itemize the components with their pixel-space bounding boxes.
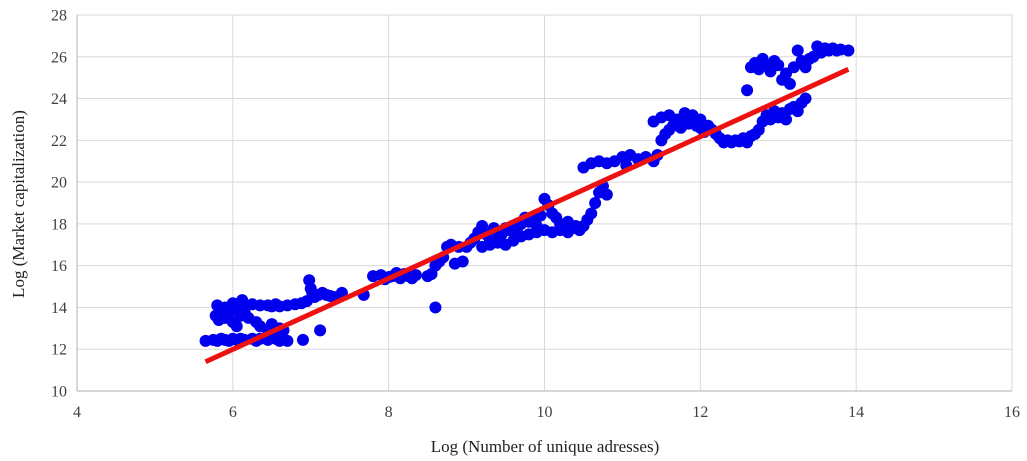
data-point bbox=[236, 294, 249, 307]
data-points bbox=[199, 40, 855, 347]
x-tick-label: 8 bbox=[385, 404, 393, 421]
x-tick-label: 14 bbox=[848, 404, 864, 421]
y-tick-labels: 10 12 14 16 18 20 22 24 26 28 bbox=[51, 8, 67, 401]
data-point bbox=[429, 301, 442, 314]
data-point bbox=[694, 113, 707, 126]
data-point bbox=[230, 320, 243, 333]
data-point bbox=[281, 334, 294, 347]
data-point bbox=[799, 92, 812, 105]
y-tick-label: 10 bbox=[51, 384, 67, 401]
data-point bbox=[296, 333, 309, 346]
y-tick-label: 20 bbox=[51, 175, 67, 192]
y-tick-label: 18 bbox=[51, 216, 67, 233]
y-tick-label: 14 bbox=[51, 300, 67, 317]
x-tick-labels: 4 6 8 10 12 14 16 bbox=[73, 404, 1020, 421]
data-point bbox=[772, 59, 785, 72]
data-point bbox=[783, 77, 796, 90]
x-tick-label: 10 bbox=[537, 404, 553, 421]
y-axis-title: Log (Market capitalization) bbox=[9, 110, 28, 298]
x-tick-label: 12 bbox=[692, 404, 708, 421]
data-point bbox=[314, 324, 327, 337]
data-point bbox=[600, 188, 613, 201]
x-tick-label: 16 bbox=[1004, 404, 1020, 421]
data-point bbox=[456, 255, 469, 268]
y-tick-label: 24 bbox=[51, 91, 67, 108]
gridlines bbox=[77, 14, 1013, 391]
data-point bbox=[589, 197, 602, 209]
trendline bbox=[204, 67, 850, 365]
y-tick-label: 16 bbox=[51, 258, 67, 275]
data-point bbox=[409, 269, 422, 282]
y-tick-label: 28 bbox=[51, 8, 67, 25]
data-point bbox=[842, 44, 855, 57]
trendline-group bbox=[204, 67, 850, 365]
x-tick-label: 4 bbox=[73, 404, 81, 421]
y-tick-label: 22 bbox=[51, 133, 67, 150]
data-point bbox=[585, 207, 598, 220]
x-axis-title: Log (Number of unique adresses) bbox=[431, 437, 660, 456]
data-point bbox=[780, 113, 793, 126]
plot-frame bbox=[76, 15, 1012, 392]
data-point bbox=[741, 84, 754, 97]
x-tick-label: 6 bbox=[229, 404, 237, 421]
data-point bbox=[791, 44, 804, 57]
y-tick-label: 26 bbox=[51, 49, 67, 66]
y-tick-label: 12 bbox=[51, 342, 67, 359]
